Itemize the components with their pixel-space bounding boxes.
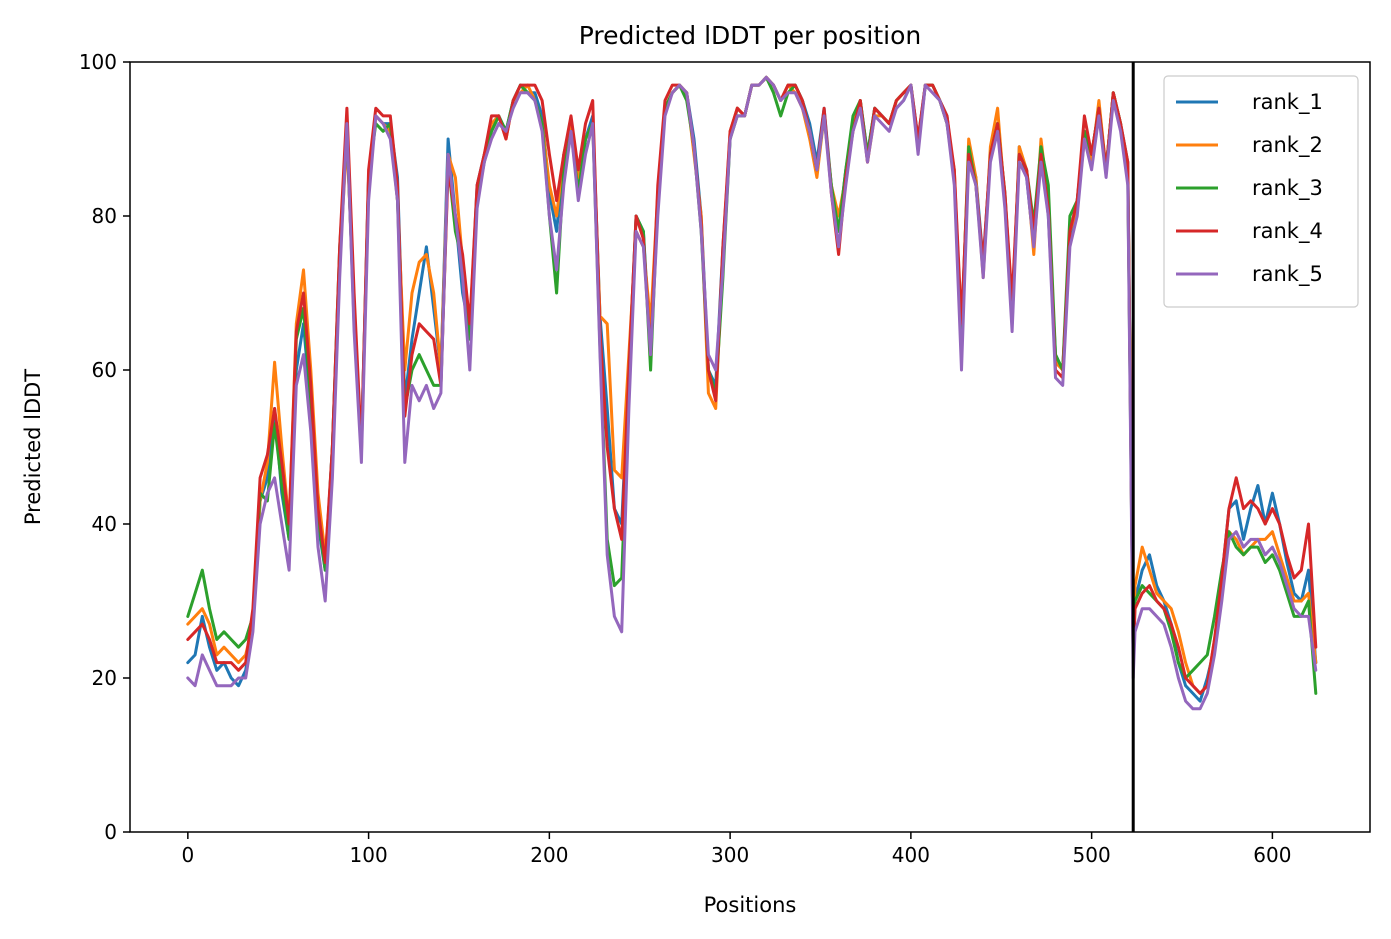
y-tick-label: 20: [92, 666, 117, 690]
x-tick-label: 0: [181, 843, 194, 867]
x-tick-label: 600: [1253, 843, 1291, 867]
legend-box: [1163, 75, 1359, 308]
legend-label-rank_1: rank_1: [1252, 90, 1323, 115]
x-tick-label: 100: [350, 843, 388, 867]
y-tick-label: 80: [92, 204, 117, 228]
y-tick-label: 40: [92, 512, 117, 536]
legend-label-rank_3: rank_3: [1252, 176, 1323, 201]
x-axis: 0 100 200 300 400 500 600: [181, 832, 1291, 867]
legend-label-rank_5: rank_5: [1252, 262, 1323, 287]
x-axis-title: Positions: [704, 893, 797, 917]
y-axis-title: Predicted lDDT: [21, 369, 45, 525]
legend: rank_1 rank_2 rank_3 rank_4 rank_5: [1163, 75, 1359, 308]
x-tick-label: 400: [892, 843, 930, 867]
y-tick-label: 60: [92, 358, 117, 382]
plot-area: [186, 62, 1318, 832]
legend-label-rank_4: rank_4: [1252, 219, 1323, 244]
chart-title: Predicted lDDT per position: [579, 21, 921, 50]
legend-label-rank_2: rank_2: [1252, 133, 1323, 158]
x-tick-label: 300: [711, 843, 749, 867]
y-axis: 0 20 40 60 80 100: [79, 50, 130, 844]
y-tick-label: 0: [104, 820, 117, 844]
x-tick-label: 200: [530, 843, 568, 867]
x-tick-label: 500: [1073, 843, 1111, 867]
series-line-rank_5: [186, 75, 1318, 711]
y-tick-label: 100: [79, 50, 117, 74]
plot-frame: [129, 61, 1371, 833]
